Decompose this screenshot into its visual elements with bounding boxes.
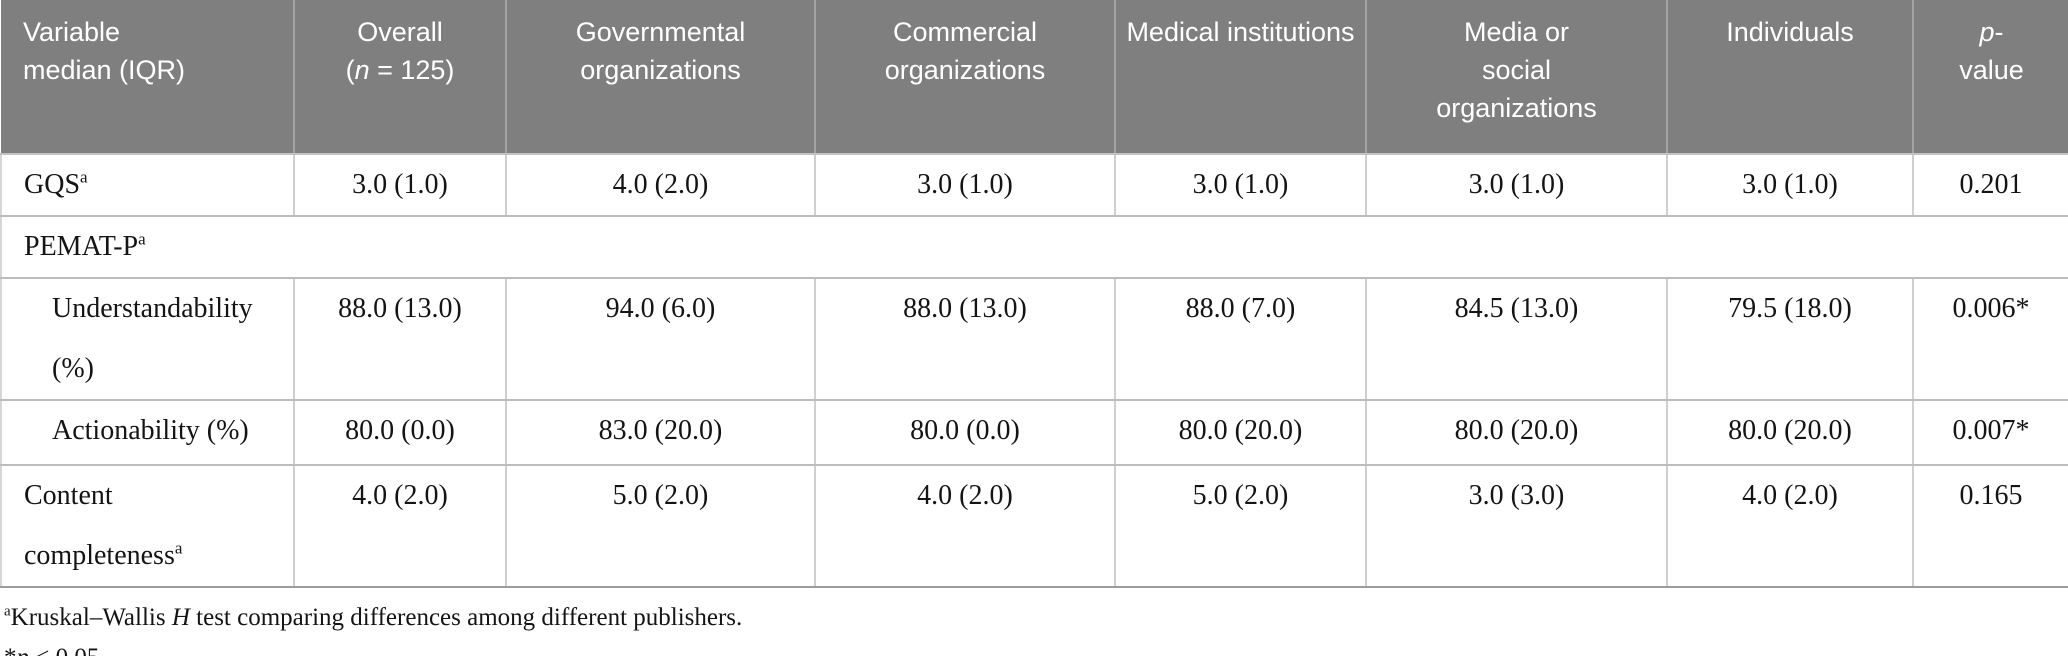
col-header-overall-paren: ( [345, 55, 355, 85]
col-header-pvalue: p- value [1913, 0, 2068, 155]
table-cell: 3.0 (1.0) [1115, 154, 1367, 217]
row-label-content-completeness: Content completenessa [0, 465, 295, 588]
table-footnotes: aKruskal–Wallis H test comparing differe… [4, 598, 2068, 656]
row-label-text: Content completenessa [24, 466, 202, 586]
footnote-p-italic: p [17, 644, 30, 656]
col-header-media-label: Media or social organizations [1436, 17, 1597, 123]
footnote-superscript-a: a [4, 603, 11, 620]
col-header-individuals-label: Individuals [1726, 17, 1854, 47]
table-cell: 79.5 (18.0) [1667, 278, 1914, 401]
col-header-p-dash: - [1994, 17, 2004, 47]
footnote-text: test comparing differences among differe… [189, 604, 743, 631]
table-cell: 80.0 (20.0) [1667, 400, 1914, 466]
row-label-text: PEMAT-P [24, 231, 139, 262]
col-header-variable: Variable median (IQR) [1, 0, 295, 155]
table-cell: 83.0 (20.0) [506, 400, 816, 466]
table-cell: 4.0 (2.0) [506, 154, 816, 217]
row-label-text: Actionability (%) [52, 415, 249, 446]
table-cell: 3.0 (1.0) [294, 154, 507, 217]
footnote-text: < 0.05. [29, 644, 105, 656]
table-cell: 88.0 (7.0) [1115, 278, 1367, 401]
col-header-p-line2: value [1959, 55, 2024, 85]
col-header-medical: Medical institutions [1115, 0, 1367, 155]
col-header-overall-line1: Overall [357, 17, 443, 47]
footnote-significance: *p < 0.05. [4, 638, 2068, 656]
footnote-kruskal-wallis: aKruskal–Wallis H test comparing differe… [4, 598, 2068, 638]
footnote-h-italic: H [171, 604, 190, 631]
footnote-asterisk: * [4, 644, 17, 656]
col-header-commercial: Commercial organizations [815, 0, 1116, 155]
table-cell: 4.0 (2.0) [294, 465, 507, 588]
row-label-actionability: Actionability (%) [0, 400, 295, 466]
table-cell: 5.0 (2.0) [1115, 465, 1367, 588]
table-row-pemat: PEMAT-Pa [0, 216, 2068, 279]
publishers-comparison-table: Variable median (IQR) Overall (n = 125) … [0, 0, 2068, 588]
table-cell: 80.0 (20.0) [1115, 400, 1367, 466]
row-label-text: Understandability (%) [52, 293, 253, 384]
col-header-overall-rest: = 125) [369, 55, 455, 85]
table-cell: 3.0 (3.0) [1366, 465, 1668, 588]
col-header-governmental-label: Governmental organizations [575, 17, 746, 85]
table-cell-pvalue: 0.165 [1913, 465, 2068, 588]
table-cell-pvalue: 0.006* [1913, 278, 2068, 401]
table-cell: 4.0 (2.0) [1667, 465, 1914, 588]
table-row-actionability: Actionability (%) 80.0 (0.0) 83.0 (20.0)… [0, 400, 2068, 466]
col-header-media: Media or social organizations [1366, 0, 1668, 155]
table-cell: 4.0 (2.0) [815, 465, 1116, 588]
table-row-content-completeness: Content completenessa 4.0 (2.0) 5.0 (2.0… [0, 465, 2068, 588]
table-cell: 3.0 (1.0) [815, 154, 1116, 217]
table-cell: 3.0 (1.0) [1366, 154, 1668, 217]
col-header-commercial-label: Commercial organizations [884, 17, 1046, 85]
table-cell: 80.0 (0.0) [815, 400, 1116, 466]
table-cell: 80.0 (20.0) [1366, 400, 1668, 466]
row-label-gqs: GQSa [0, 154, 295, 217]
row-label-inner: Content completeness [24, 480, 175, 571]
col-header-governmental: Governmental organizations [506, 0, 816, 155]
col-header-overall-n: n [354, 55, 370, 85]
superscript-a: a [174, 538, 183, 558]
table-cell: 3.0 (1.0) [1667, 154, 1914, 217]
table-body: GQSa 3.0 (1.0) 4.0 (2.0) 3.0 (1.0) 3.0 (… [0, 154, 2068, 588]
table-header: Variable median (IQR) Overall (n = 125) … [1, 0, 2068, 155]
footnote-text: Kruskal–Wallis [10, 604, 172, 631]
table-row-understandability: Understandability (%) 88.0 (13.0) 94.0 (… [0, 278, 2068, 401]
table-cell: 88.0 (13.0) [294, 278, 507, 401]
col-header-medical-label: Medical institutions [1126, 17, 1355, 47]
col-header-variable-label: Variable median (IQR) [23, 17, 186, 85]
table-cell: 80.0 (0.0) [294, 400, 507, 466]
col-header-overall: Overall (n = 125) [294, 0, 507, 155]
table-cell: 84.5 (13.0) [1366, 278, 1668, 401]
superscript-a: a [138, 229, 146, 249]
table-cell-pvalue: 0.007* [1913, 400, 2068, 466]
row-label-text: GQS [24, 169, 81, 200]
table-cell: 88.0 (13.0) [815, 278, 1116, 401]
col-header-individuals: Individuals [1667, 0, 1914, 155]
superscript-a: a [80, 167, 88, 187]
row-label-pemat: PEMAT-Pa [0, 216, 2068, 279]
table-cell: 5.0 (2.0) [506, 465, 816, 588]
table-cell-pvalue: 0.201 [1913, 154, 2068, 217]
col-header-p-italic: p [1979, 17, 1995, 47]
table-cell: 94.0 (6.0) [506, 278, 816, 401]
table-row-gqs: GQSa 3.0 (1.0) 4.0 (2.0) 3.0 (1.0) 3.0 (… [0, 154, 2068, 217]
header-row: Variable median (IQR) Overall (n = 125) … [1, 0, 2068, 155]
row-label-understandability: Understandability (%) [0, 278, 295, 401]
